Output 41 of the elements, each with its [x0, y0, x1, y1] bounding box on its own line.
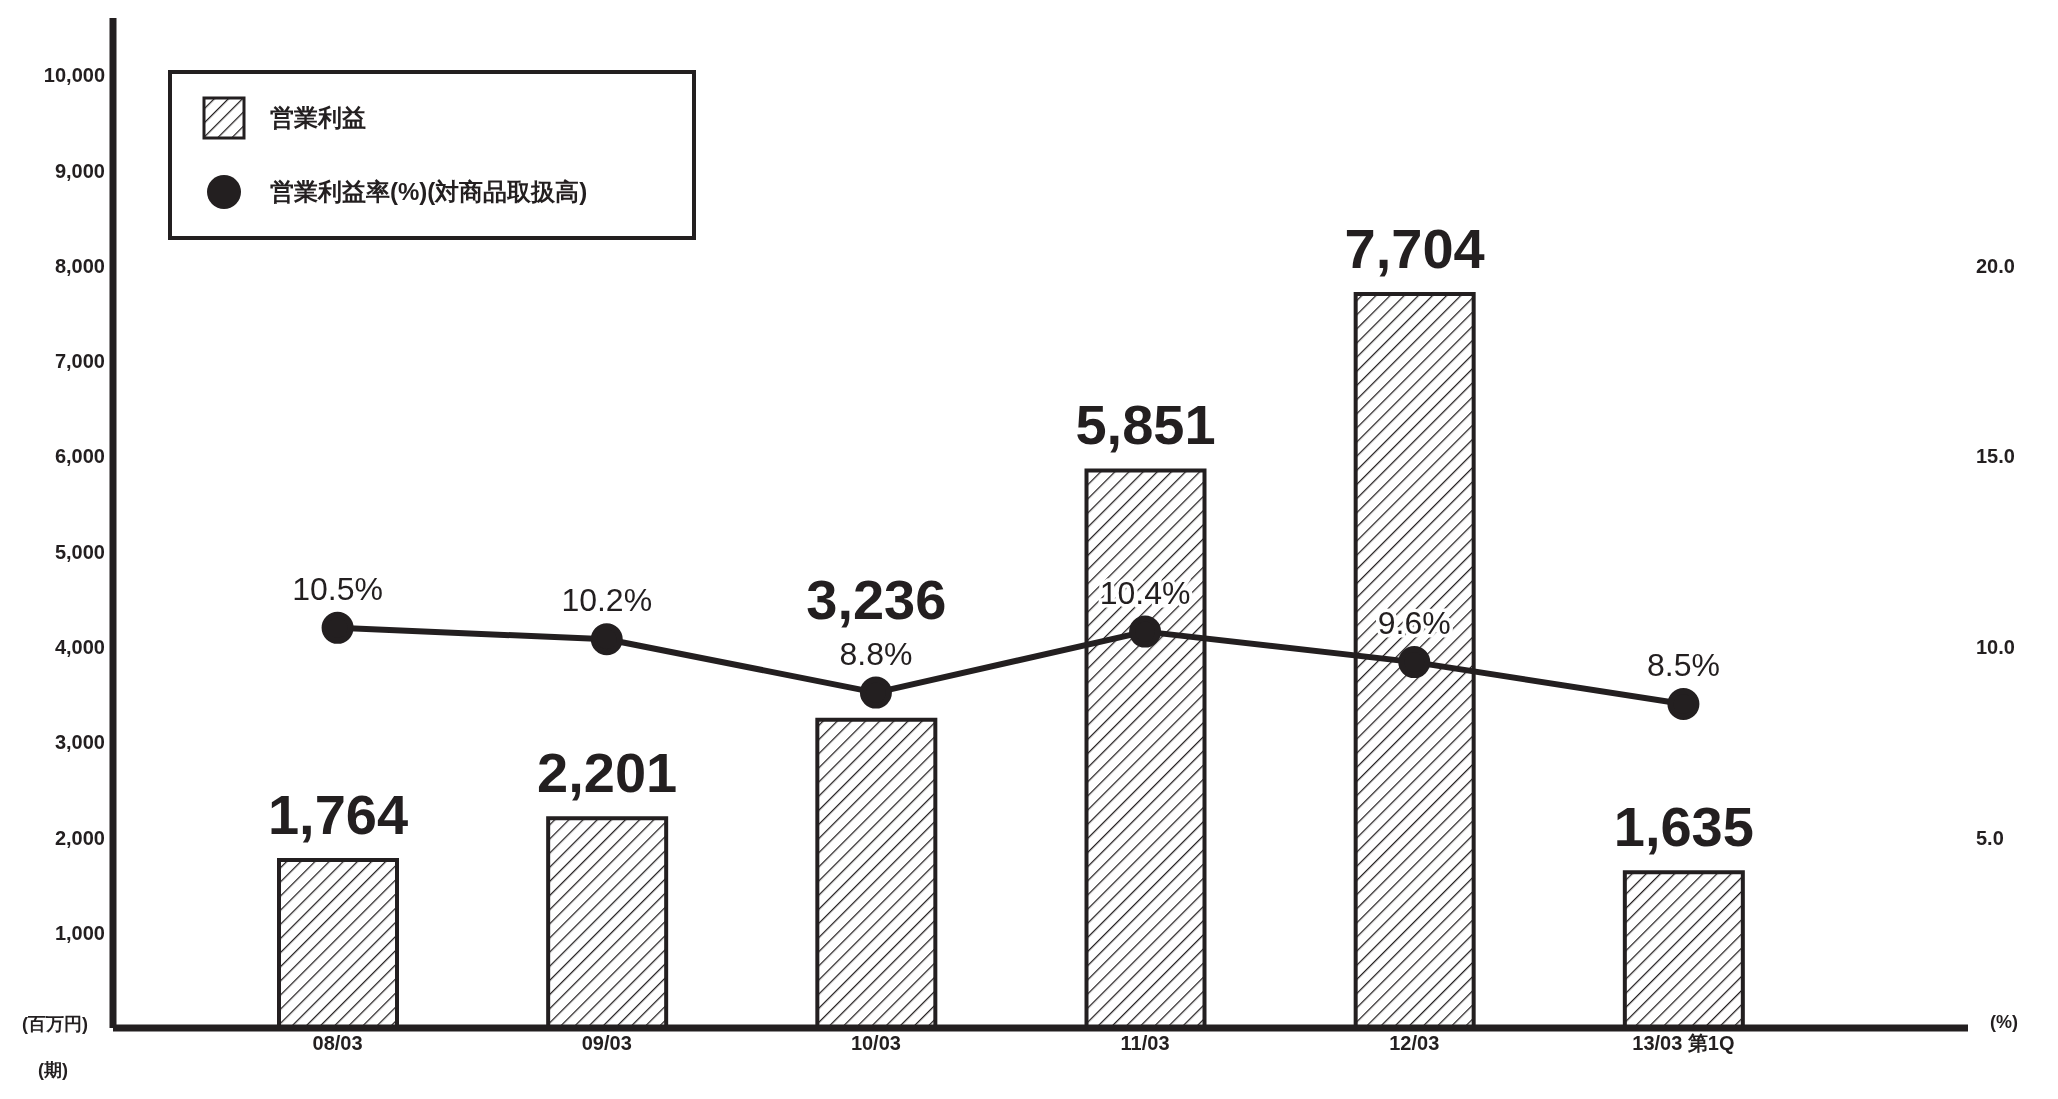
point [859, 676, 892, 709]
data-label: 8.8% [839, 635, 913, 672]
y2-tick-label: 5.0 [1976, 826, 2004, 849]
y-tick-label: 9,000 [54, 159, 105, 182]
x-tick-label: 12/03 [1389, 1032, 1440, 1055]
y-tick-label: 1,000 [54, 921, 105, 944]
data-label: 1,764 [267, 782, 409, 846]
data-label: 3,236 [806, 567, 947, 631]
x-tick-label: 11/03 [1120, 1032, 1170, 1055]
y-tick-label: 2,000 [54, 826, 105, 849]
y-tick-label: 5,000 [54, 540, 105, 563]
text: (百万円) [22, 1013, 88, 1036]
point [590, 623, 623, 656]
data-label: 10.5% [292, 570, 383, 607]
data-label: 1,635 [1613, 795, 1754, 859]
y-tick-label: 4,000 [54, 635, 105, 658]
legend-label: 営業利益率(%)(対商品取扱高) [270, 177, 588, 207]
x-tick-label: 13/03 第1Q [1632, 1032, 1735, 1055]
data-label: 8.5% [1646, 647, 1720, 684]
legend-label: 営業利益 [270, 103, 366, 133]
data-label: 5,851 [1075, 393, 1216, 457]
point [1398, 646, 1431, 679]
y-tick-label: 7,000 [54, 350, 105, 373]
data-label: 2,201 [537, 741, 678, 805]
data-label: 10.2% [561, 582, 653, 619]
x-tick-label: 08/03 [312, 1032, 363, 1055]
y2-tick-label: 20.0 [1976, 254, 2015, 277]
y-tick-label: 8,000 [54, 254, 105, 277]
x-tick-label: 10/03 [850, 1032, 901, 1055]
y2-tick-label: 10.0 [1976, 635, 2015, 658]
point [321, 611, 354, 644]
x-tick-label: 09/03 [581, 1032, 632, 1055]
text: (%) [1990, 1012, 2018, 1033]
y2-tick-label: 15.0 [1976, 445, 2015, 468]
data-label: 7,704 [1344, 216, 1485, 280]
y-tick-label: 3,000 [54, 731, 105, 754]
y-tick-label: 10,000 [43, 64, 105, 87]
y-tick-label: 6,000 [54, 445, 105, 468]
text: (期) [38, 1059, 68, 1082]
point [1129, 615, 1162, 648]
point [1667, 688, 1700, 721]
